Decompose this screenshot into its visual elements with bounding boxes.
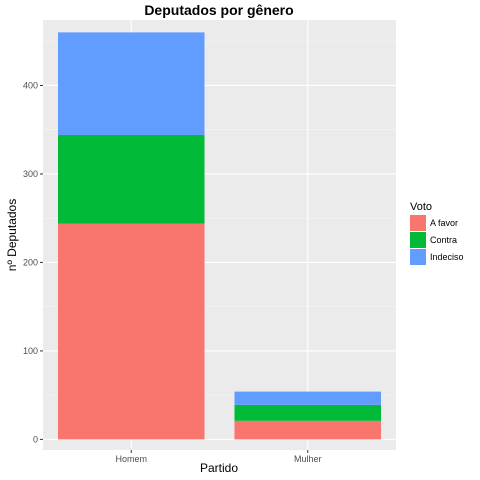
- legend: Voto A favor Contra Indeciso: [410, 201, 464, 265]
- bar-homem-a-favor: [58, 223, 205, 440]
- x-axis: Homem Mulher: [115, 450, 322, 464]
- y-tick-label: 0: [33, 434, 38, 444]
- legend-label: Indeciso: [430, 252, 464, 262]
- y-tick-label: 400: [23, 80, 38, 90]
- y-tick-label: 200: [23, 257, 38, 267]
- legend-label: Contra: [430, 235, 457, 245]
- bar-homem-indeciso: [58, 32, 205, 136]
- legend-key-a-favor: [410, 215, 426, 231]
- legend-title: Voto: [410, 201, 432, 213]
- y-axis: 0 100 200 300 400: [23, 80, 43, 444]
- legend-key-indeciso: [410, 249, 426, 265]
- y-axis-title: nº Deputados: [5, 199, 19, 271]
- bar-mulher-contra: [234, 404, 381, 421]
- x-axis-title: Partido: [200, 461, 238, 475]
- legend-label: A favor: [430, 218, 458, 228]
- x-tick-label: Homem: [115, 454, 147, 464]
- chart-title: Deputados por gênero: [144, 2, 293, 18]
- x-tick-label: Mulher: [294, 454, 322, 464]
- legend-key-contra: [410, 232, 426, 248]
- y-tick-label: 100: [23, 346, 38, 356]
- bar-mulher-a-favor: [234, 420, 381, 440]
- bars: [58, 32, 381, 440]
- bar-mulher-indeciso: [234, 391, 381, 405]
- y-tick-label: 300: [23, 169, 38, 179]
- bar-homem-contra: [58, 135, 205, 224]
